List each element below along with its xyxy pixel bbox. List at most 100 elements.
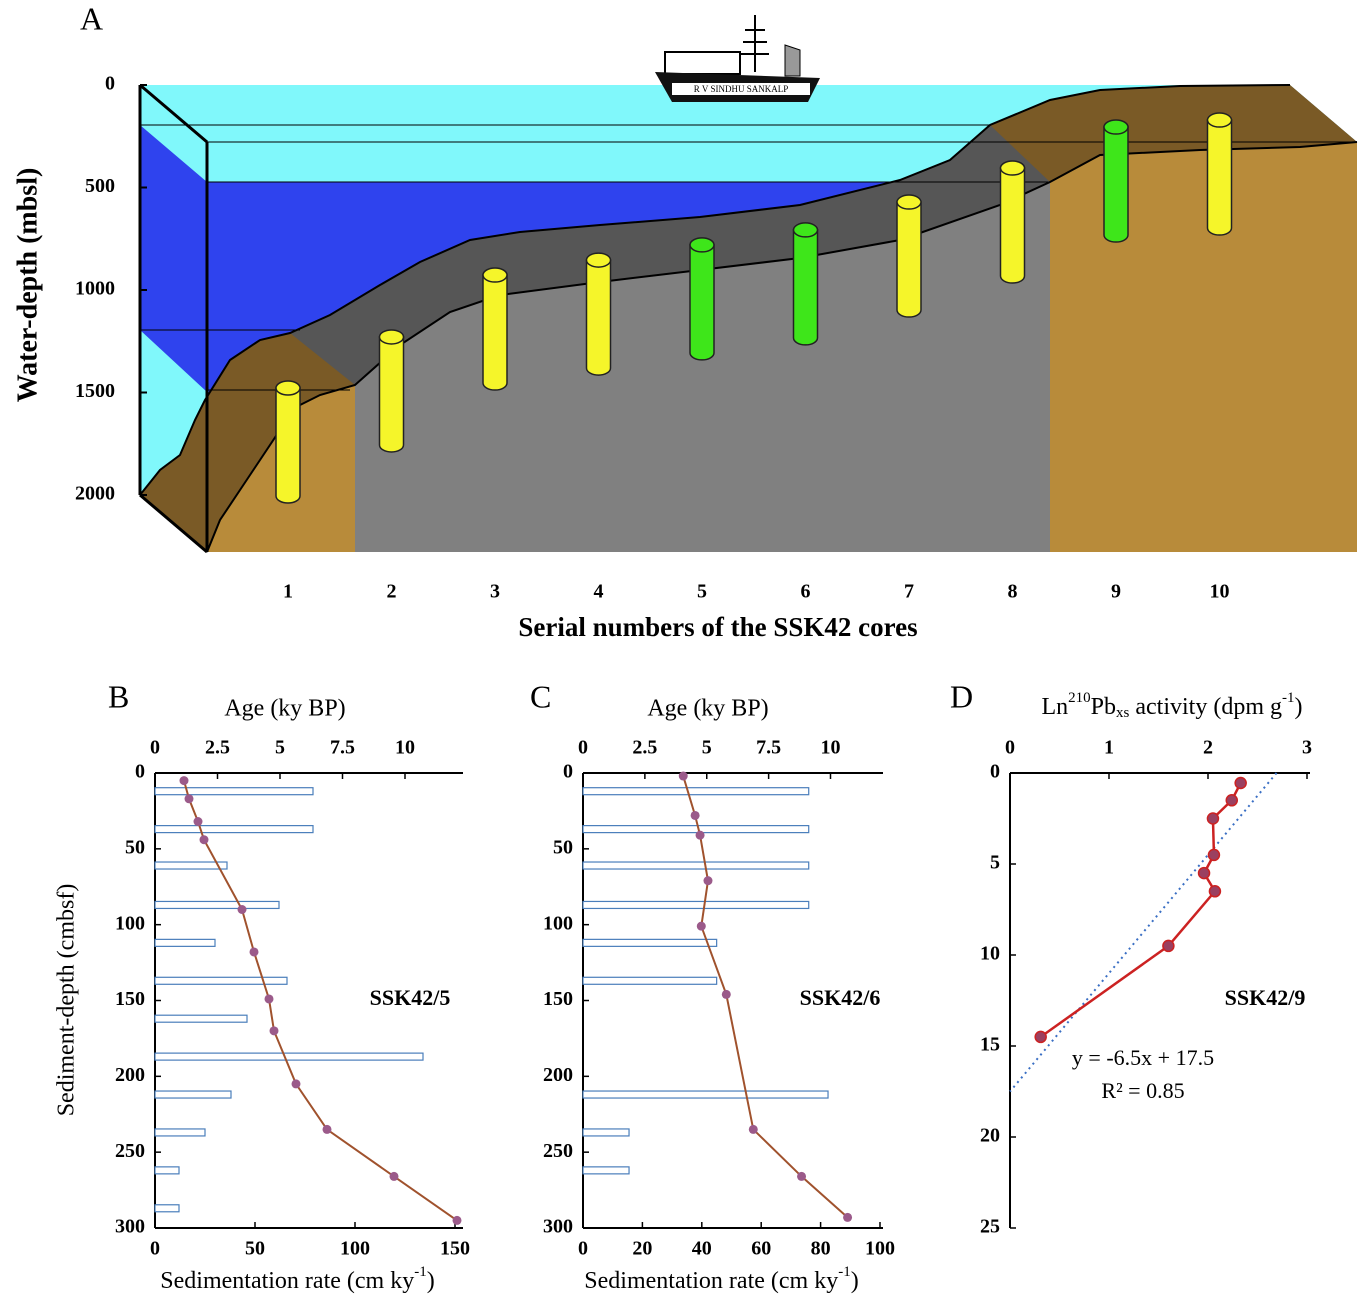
activity-point <box>1225 794 1239 807</box>
y-tick-label: 0 <box>563 761 573 783</box>
age-point <box>199 835 209 845</box>
y-tick-label: 0 <box>990 761 1000 783</box>
age-point <box>249 947 259 957</box>
age-point <box>193 817 203 827</box>
x-tick-label: 3 <box>490 581 500 603</box>
label-part: -1 <box>414 1264 427 1280</box>
label-part: -1 <box>838 1264 851 1280</box>
hull-band <box>672 83 810 95</box>
front-face-middle <box>355 182 1050 552</box>
label-part: Sedimentation rate (cm ky <box>160 1268 414 1294</box>
top-tick-label: 2.5 <box>205 737 230 759</box>
rate-bar <box>582 861 810 870</box>
top-tick-label: 0 <box>1005 737 1015 759</box>
age-point <box>179 776 189 786</box>
core-top <box>1103 119 1129 135</box>
fit-line <box>1009 772 1278 1093</box>
label-part: Ln <box>1041 694 1068 720</box>
top-tick-label: 5 <box>275 737 285 759</box>
core-annotation: SSK42/5 <box>370 985 451 1010</box>
core <box>792 222 819 346</box>
activity-point <box>1206 812 1220 825</box>
axis-label: Ln210Pbxs activity (dpm g-1) <box>1041 690 1302 721</box>
activity-point <box>1162 939 1175 953</box>
y-tick-label: 2000 <box>75 483 115 505</box>
bottom-tick-label: 20 <box>632 1238 652 1260</box>
rate-bar <box>154 825 314 834</box>
y-tick-label: 1000 <box>75 278 115 300</box>
y-tick-label: 20 <box>980 1125 1000 1147</box>
top-tick-label: 10 <box>395 737 415 759</box>
core-top <box>1206 112 1233 128</box>
label-part: ) <box>851 1268 859 1294</box>
frame-edge <box>139 493 208 554</box>
top-tick-label: 7.5 <box>330 737 355 759</box>
y-tick-label: 200 <box>115 1064 145 1086</box>
label-part: ) <box>427 1268 435 1294</box>
y-tick-label: 150 <box>543 988 573 1010</box>
y-axis-label: Sediment-depth (cmbsf) <box>54 884 80 1117</box>
rate-bar <box>582 900 810 910</box>
rate-bar <box>154 976 288 985</box>
x-tick-label: 7 <box>904 581 914 603</box>
rate-bar <box>154 1090 232 1099</box>
core <box>1206 112 1233 236</box>
core-annotation: SSK42/9 <box>1225 985 1306 1010</box>
y-tick-label: 250 <box>543 1140 573 1162</box>
x-tick-label: 1 <box>283 581 293 603</box>
bottom-tick-label: 40 <box>692 1238 712 1260</box>
label-part: 210 <box>1068 690 1091 706</box>
activity-point <box>1207 848 1221 862</box>
back-profile <box>139 84 1291 496</box>
y-tick-label: 0 <box>135 761 145 783</box>
core <box>689 237 715 361</box>
age-point <box>748 1124 758 1134</box>
rate-bar <box>154 1166 180 1175</box>
core <box>275 380 301 504</box>
seafloor-surface-left <box>140 333 355 552</box>
core-top <box>482 267 508 283</box>
age-point <box>269 1026 279 1036</box>
rate-bar <box>582 1090 829 1099</box>
bottom-tick-label: 60 <box>751 1238 771 1260</box>
frame-edge <box>139 83 208 144</box>
core-body <box>896 201 922 318</box>
core-top <box>792 222 819 238</box>
panel-label: C <box>530 678 551 714</box>
y-tick-label: 5 <box>990 852 1000 874</box>
label-part: ) <box>1295 694 1303 720</box>
rate-bar <box>582 787 810 796</box>
top-axis-label: Age (ky BP) <box>224 696 345 722</box>
core-body <box>1206 119 1233 236</box>
age-point <box>184 794 194 804</box>
core <box>896 194 922 318</box>
x-tick-label: 8 <box>1008 581 1018 603</box>
rate-bar <box>582 1166 630 1175</box>
bottom-tick-label: 80 <box>811 1238 831 1260</box>
core-body <box>378 336 405 453</box>
rate-bar <box>154 861 228 870</box>
y-tick-label: 200 <box>543 1064 573 1086</box>
y-tick-label: 500 <box>85 175 115 197</box>
core <box>585 252 612 376</box>
top-tick-label: 2.5 <box>632 737 657 759</box>
ship: R V SINDHU SANKALP <box>655 15 820 102</box>
core-body <box>792 229 819 346</box>
age-point <box>389 1171 399 1181</box>
label-part: activity (dpm g <box>1129 694 1282 720</box>
y-tick-label: 10 <box>980 943 1000 965</box>
seafloor-surface-right <box>990 85 1357 182</box>
x-tick-label: 6 <box>801 581 811 603</box>
core-body <box>1103 126 1129 243</box>
core-body <box>689 244 715 361</box>
age-point <box>690 810 700 820</box>
axis-label: Sedimentation rate (cm ky-1) <box>160 1264 434 1293</box>
x-tick-label: 10 <box>1210 581 1230 603</box>
y-tick-label: 100 <box>543 912 573 934</box>
top-tick-label: 1 <box>1104 737 1114 759</box>
y-tick-label: 0 <box>105 73 115 95</box>
rate-bar <box>154 900 280 910</box>
ship-name: R V SINDHU SANKALP <box>694 84 788 94</box>
top-axis-label: Age (ky BP) <box>647 696 768 722</box>
core <box>482 267 508 391</box>
